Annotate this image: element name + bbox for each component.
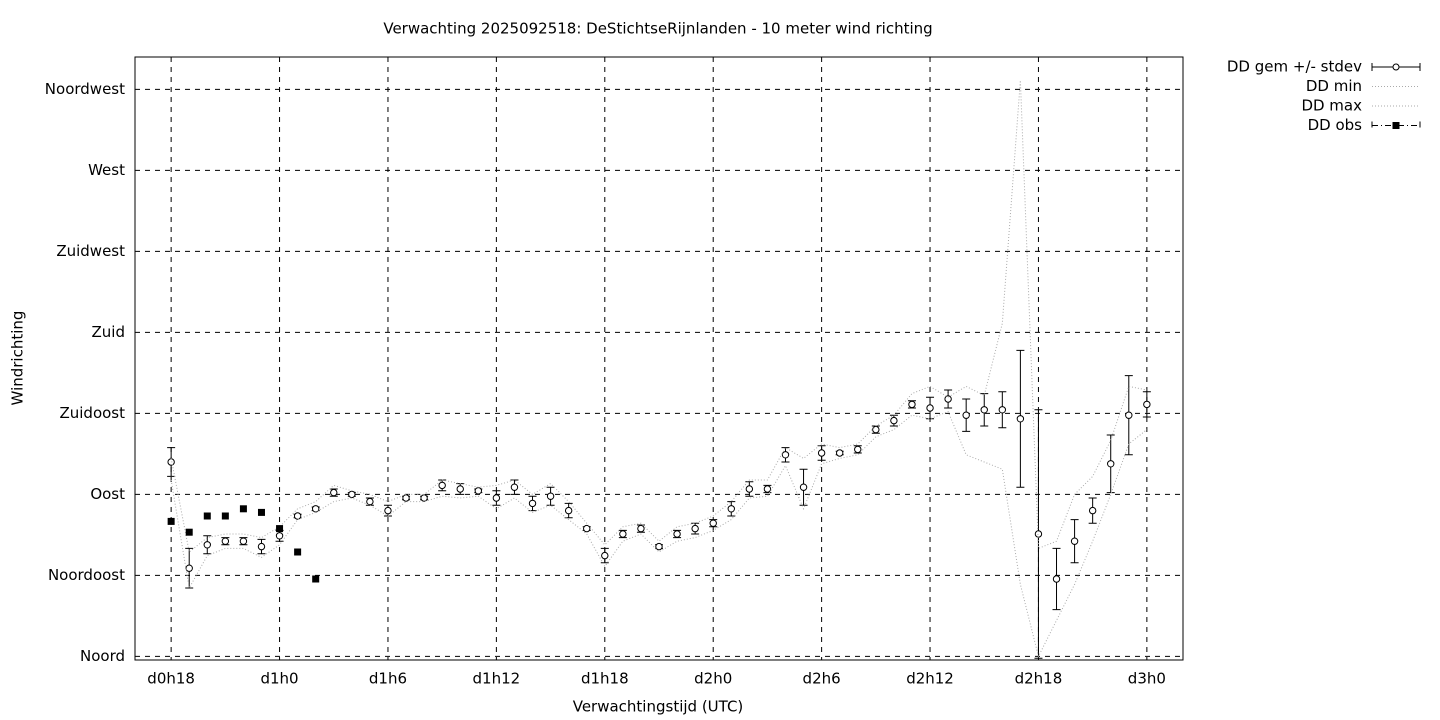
mean-point [691, 524, 699, 533]
obs-point [239, 505, 247, 513]
mean-point [510, 483, 519, 491]
legend-swatch [1392, 63, 1400, 71]
x-tick-label: d0h18 [147, 670, 195, 688]
mean-point [293, 512, 302, 520]
mean-point [420, 494, 428, 502]
y-tick-label: Zuidoost [59, 404, 125, 422]
mean-point [185, 564, 193, 572]
mean-point [619, 530, 627, 538]
mean-point [872, 425, 880, 434]
mean-point [257, 542, 266, 551]
plot-frame [134, 56, 1184, 661]
mean-point [456, 485, 464, 493]
mean-point [727, 505, 735, 513]
mean-point [890, 416, 898, 425]
mean-point [239, 537, 248, 545]
x-tick-label: d2h12 [906, 670, 954, 688]
y-tick-label: Oost [90, 485, 125, 503]
mean-point [348, 490, 356, 499]
mean-point [384, 506, 392, 515]
mean-point [1070, 537, 1079, 545]
mean-point [835, 449, 844, 457]
mean-point [926, 404, 934, 412]
mean-point [1107, 460, 1115, 468]
mean-point [1016, 415, 1025, 423]
mean-point [275, 532, 284, 540]
obs-point [257, 508, 265, 516]
mean-point [564, 506, 573, 515]
mean-point [763, 485, 772, 493]
obs-point [312, 575, 320, 583]
mean-point [402, 494, 410, 502]
mean-point [203, 541, 211, 549]
mean-point [366, 497, 374, 506]
mean-point [709, 519, 717, 527]
mean-point [673, 530, 681, 538]
legend-swatch [1392, 122, 1400, 129]
mean-point [854, 445, 862, 454]
y-axis-label: Windrichting [9, 311, 27, 406]
y-tick-label: Zuid [92, 323, 125, 341]
legend-label: DD gem +/- stdev [1227, 58, 1362, 76]
mean-point [528, 499, 537, 508]
mean-point [799, 483, 808, 491]
legend-label: DD min [1306, 77, 1362, 95]
mean-point [492, 494, 501, 502]
mean-point [1143, 400, 1151, 409]
mean-point [583, 524, 591, 533]
mean-point [944, 395, 952, 403]
mean-point [998, 406, 1007, 414]
obs-point [167, 517, 175, 525]
x-tick-label: d2h18 [1015, 670, 1063, 688]
mean-point [601, 551, 609, 560]
mean-point [1088, 506, 1097, 515]
mean-point [980, 406, 988, 414]
y-tick-label: Zuidwest [56, 242, 125, 260]
chart-title: Verwachting 2025092518: DeStichtseRijnla… [383, 20, 932, 38]
mean-point [655, 542, 663, 551]
mean-point [637, 524, 645, 533]
x-tick-label: d1h0 [260, 670, 298, 688]
mean-point [1034, 530, 1043, 538]
x-tick-label: d2h0 [694, 670, 732, 688]
y-tick-label: Noord [80, 647, 125, 665]
y-tick-label: West [88, 161, 125, 179]
x-tick-label: d1h12 [473, 670, 521, 688]
mean-point [1125, 411, 1133, 419]
y-tick-label: Noordoost [48, 566, 125, 584]
legend-swatch [1371, 121, 1421, 130]
x-tick-label: d2h6 [803, 670, 841, 688]
legend-label: DD max [1301, 97, 1362, 115]
mean-point [962, 411, 970, 419]
x-tick-label: d3h0 [1128, 670, 1166, 688]
obs-point [276, 525, 284, 533]
mean-point [781, 451, 790, 459]
mean-point [908, 400, 916, 409]
mean-point [817, 449, 826, 457]
obs-point [221, 512, 229, 520]
range-line [170, 80, 1147, 553]
x-axis-label: Verwachtingstijd (UTC) [573, 698, 744, 716]
mean-point [167, 458, 175, 466]
mean-point [330, 488, 338, 497]
x-tick-label: d1h6 [369, 670, 407, 688]
mean-point [1052, 575, 1061, 583]
y-tick-label: Noordwest [45, 80, 125, 98]
obs-point [185, 528, 193, 536]
mean-point [474, 487, 483, 495]
x-tick-label: d1h18 [581, 670, 629, 688]
range-line [170, 410, 1148, 658]
mean-point [745, 485, 754, 493]
mean-point [546, 492, 555, 500]
mean-point [221, 537, 230, 545]
obs-point [294, 548, 302, 556]
mean-point [438, 481, 446, 490]
obs-point [203, 512, 211, 520]
legend-label: DD obs [1308, 116, 1363, 134]
